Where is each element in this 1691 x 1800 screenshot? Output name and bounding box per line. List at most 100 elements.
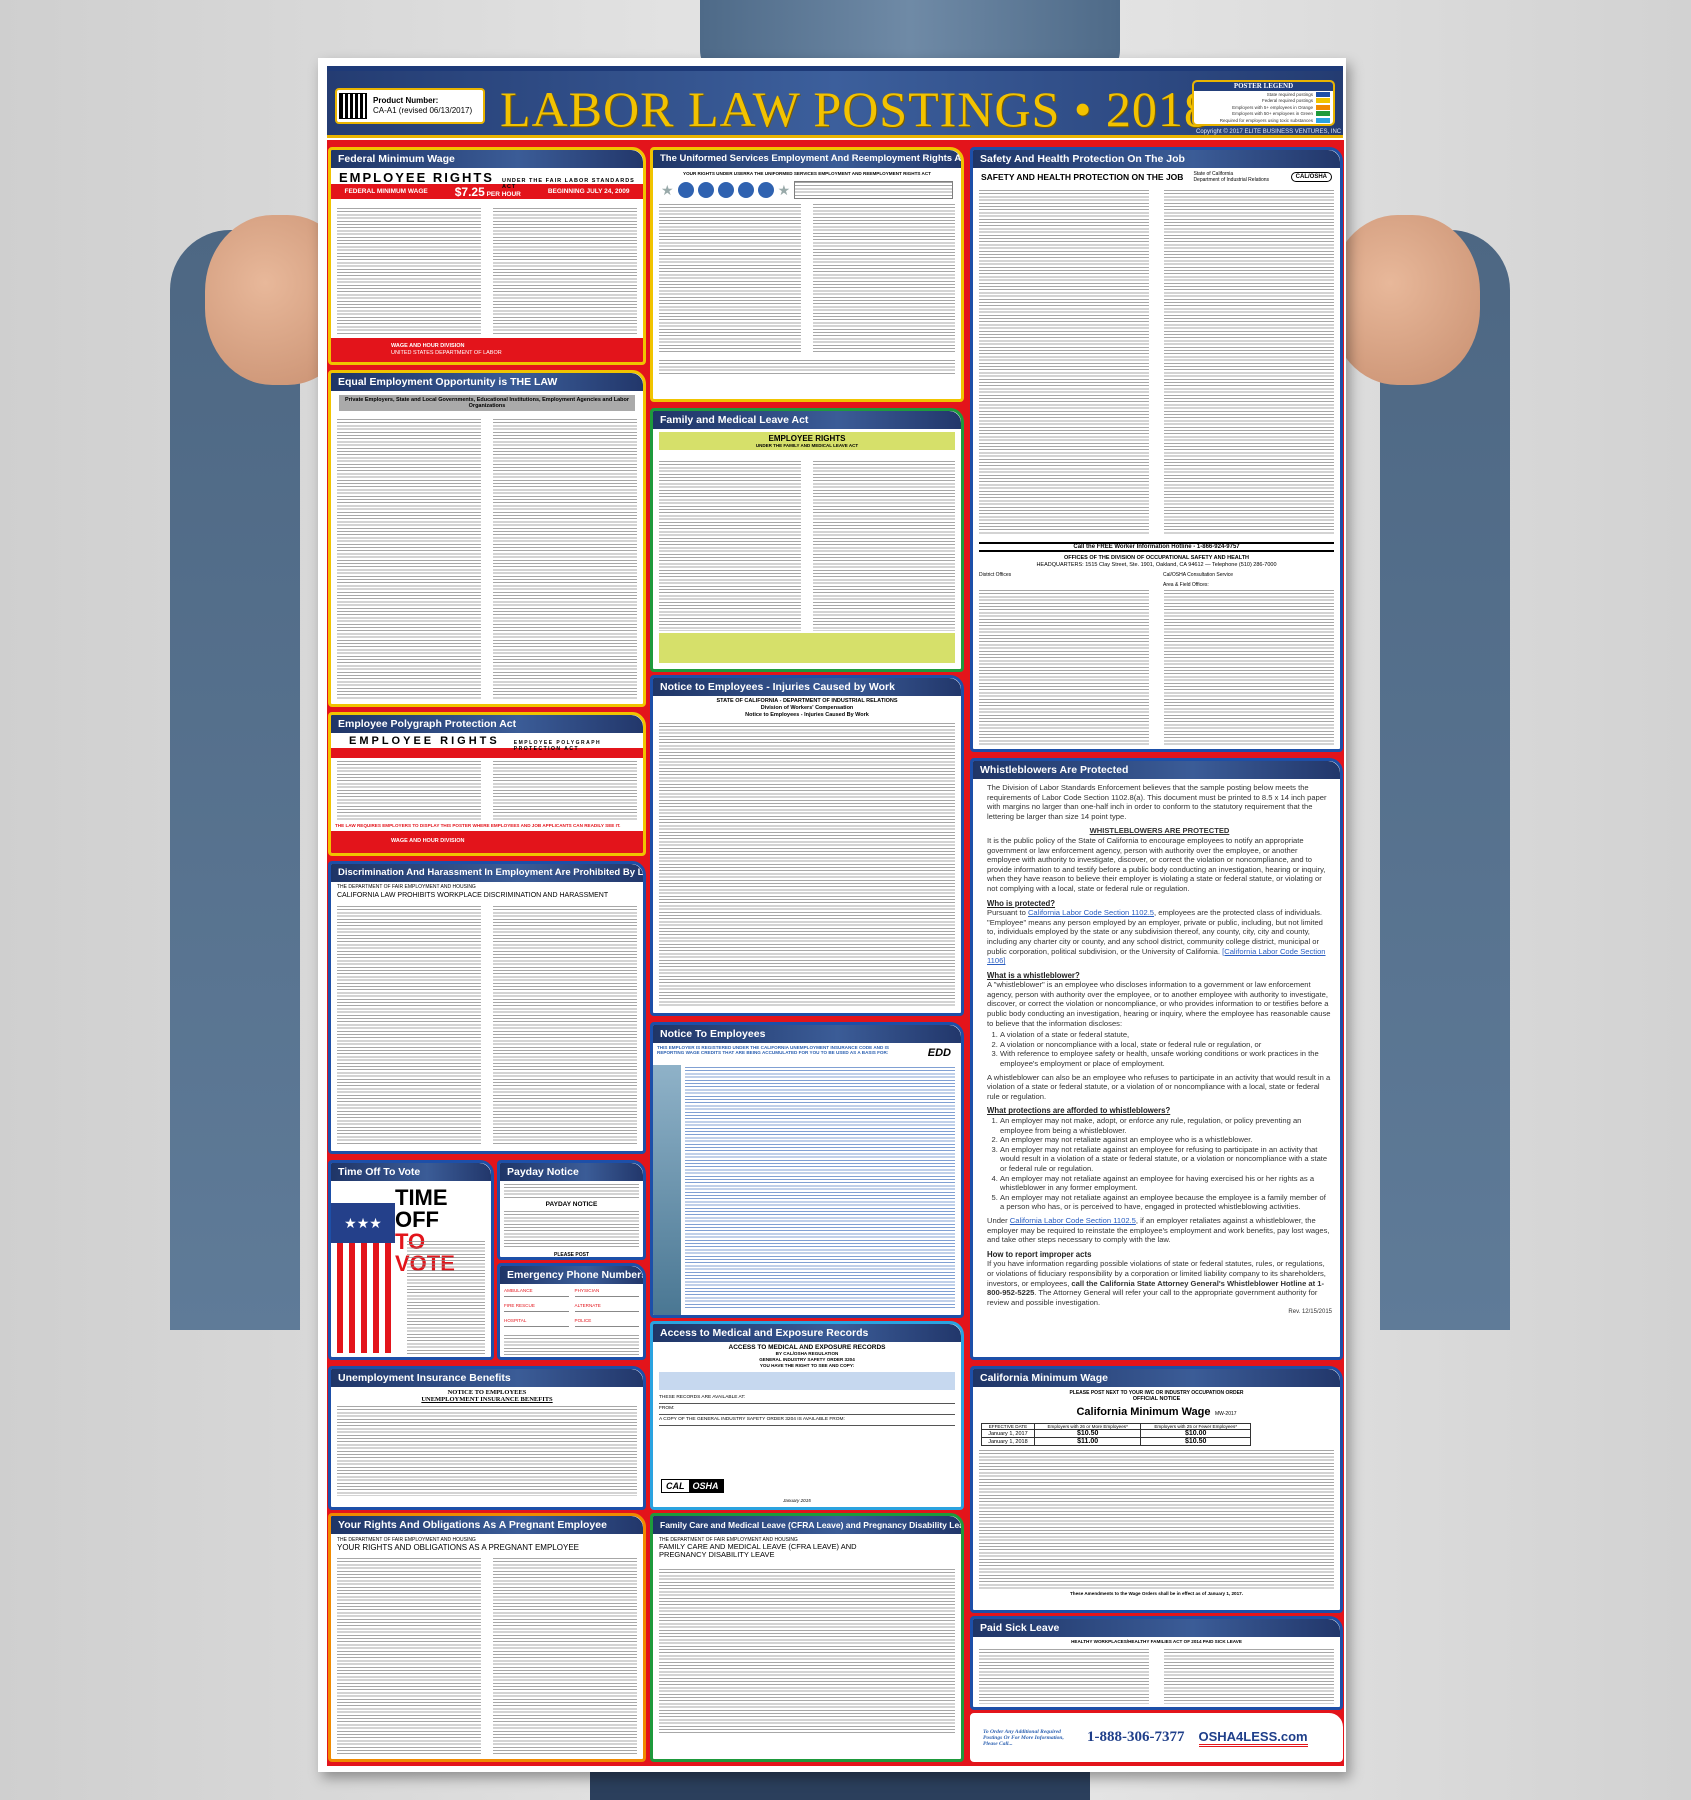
legend-item: Employers with 5+ employees in Orange [1194, 104, 1333, 111]
poster-legend: POSTER LEGEND State required postings Fed… [1192, 80, 1335, 126]
fine-print [979, 1649, 1334, 1704]
legend-swatch [1316, 111, 1330, 117]
list-item: An employer may not retaliate against an… [1000, 1193, 1332, 1212]
panel-discrimination: Discrimination And Harassment In Employm… [328, 861, 646, 1154]
panel-title: The Uniformed Services Employment And Re… [653, 150, 961, 168]
panel-polygraph: Employee Polygraph Protection Act EMPLOY… [328, 712, 646, 856]
panel-title: Family Care and Medical Leave (CFRA Leav… [653, 1516, 961, 1534]
product-label: Product Number: [373, 96, 439, 105]
osha4less-logo[interactable]: OSHA4LESS.com [1198, 1729, 1308, 1747]
wage-bar: FEDERAL MINIMUM WAGE $7.25 PER HOUR BEGI… [331, 184, 643, 199]
office-list [979, 590, 1334, 745]
product-number: CA-A1 (revised 06/13/2017) [373, 106, 473, 115]
panel-fmla: Family and Medical Leave Act EMPLOYEE RI… [650, 408, 964, 672]
headquarters: HEADQUARTERS: 1515 Clay Street, Ste. 190… [1036, 562, 1277, 568]
panel-medical-records: Access to Medical and Exposure Records A… [650, 1321, 964, 1510]
edd-logo: EDD [927, 1047, 951, 1059]
heading: EMPLOYEE RIGHTS [768, 434, 846, 443]
panel-notice-to-employees: Notice To Employees THIS EMPLOYER IS REG… [650, 1022, 964, 1318]
subheading: UNDER THE FAIR LABOR STANDARDS ACT [501, 178, 635, 190]
protections-heading: What protections are afforded to whistle… [987, 1106, 1171, 1116]
panel-time-off-to-vote: Time Off To Vote ★★★ TIME OFF TO VOTE [328, 1160, 494, 1360]
emergency-field[interactable]: AMBULANCE [504, 1288, 569, 1297]
field-location: THESE RECORDS ARE AVAILABLE AT: [659, 1393, 955, 1404]
state: State of California [1193, 171, 1234, 177]
panel-injuries: Notice to Employees - Injuries Caused by… [650, 675, 964, 1016]
panel-order-footer: To Order Any Additional Required Posting… [970, 1713, 1343, 1762]
panel-safety-health: Safety And Health Protection On The Job … [970, 147, 1343, 752]
cal-osha-logo: CAL/OSHA [1290, 172, 1332, 182]
table-cell: $11.00 [1033, 1437, 1142, 1446]
legend-item: State required postings [1194, 91, 1333, 98]
heading: EMPLOYEE RIGHTS [339, 170, 494, 185]
table-header: EFFECTIVE DATE [981, 1423, 1035, 1430]
display-notice: THE LAW REQUIRES EMPLOYERS TO DISPLAY TH… [335, 823, 621, 828]
emergency-field[interactable]: HOSPITAL [504, 1318, 569, 1327]
heading: FAMILY CARE AND MEDICAL LEAVE (CFRA LEAV… [659, 1542, 857, 1559]
table-cell: $10.50 [1033, 1429, 1142, 1438]
heading: PAYDAY NOTICE [545, 1201, 598, 1208]
report-heading: How to report improper acts [987, 1249, 1092, 1259]
panel-emergency-numbers: Emergency Phone Numbers AMBULANCE PHYSICI… [497, 1263, 646, 1360]
hotline: call the California State Attorney Gener… [987, 1278, 1325, 1298]
what-body: A "whistleblower" is an employee who dis… [987, 980, 1331, 1028]
line-1: STATE OF CALIFORNIA - DEPARTMENT OF INDU… [716, 698, 898, 704]
legend-swatch [1316, 104, 1330, 110]
copyright: Copyright © 2017 ELITE BUSINESS VENTURES… [1196, 129, 1342, 135]
policy: It is the public policy of the State of … [987, 835, 1326, 893]
heading: THIS EMPLOYER IS REGISTERED UNDER THE CA… [657, 1045, 889, 1055]
heading: ACCESS TO MEDICAL AND EXPOSURE RECORDS [728, 1344, 886, 1351]
field-from: FROM: [659, 1404, 955, 1415]
emergency-field[interactable]: PHYSICIAN [574, 1288, 639, 1297]
field-copy: A COPY OF THE GENERAL INDUSTRY SAFETY OR… [659, 1415, 955, 1426]
table-cell: January 1, 2018 [981, 1437, 1035, 1446]
legend-label: Employers with 5+ employees in Orange [1232, 104, 1313, 110]
who-heading: Who is protected? [987, 898, 1056, 908]
date: January 2015 [783, 1498, 811, 1503]
list-item: A violation of a state or federal statut… [1000, 1030, 1332, 1040]
ballot-box-icon: ★★★ [331, 1203, 395, 1353]
official-notice: OFFICIAL NOTICE [1132, 1396, 1181, 1402]
emergency-field[interactable]: ALTERNATE [574, 1303, 639, 1312]
labor-code-link[interactable]: California Labor Code Section 1102.5 [1027, 908, 1155, 918]
heading: CALIFORNIA LAW PROHIBITS WORKPLACE DISCR… [337, 892, 609, 899]
fmla-footer [659, 633, 955, 663]
list-item: An employer may not retaliate against an… [1000, 1145, 1332, 1174]
heading: WHISTLEBLOWERS ARE PROTECTED [1089, 826, 1230, 836]
intro: The Division of Labor Standards Enforcem… [987, 783, 1327, 821]
line-2: GENERAL INDUSTRY SAFETY ORDER 3204 [759, 1357, 855, 1362]
panel-title: Paid Sick Leave [973, 1619, 1340, 1637]
panel-title: Employee Polygraph Protection Act [331, 715, 643, 733]
dept: Department of Industrial Relations [1193, 177, 1270, 183]
order-phone[interactable]: 1-888-306-7377 [1087, 1729, 1185, 1745]
fine-print [659, 204, 955, 354]
legend-item: Federal required postings [1194, 98, 1333, 105]
panel-userra: The Uniformed Services Employment And Re… [650, 147, 964, 402]
panel-title: Whistleblowers Are Protected [973, 761, 1340, 779]
legend-label: Required for employers using toxic subst… [1219, 117, 1313, 123]
eeo-subtitle: Private Employers, State and Local Gover… [339, 395, 635, 411]
emergency-field[interactable]: FIRE RESCUE [504, 1303, 569, 1312]
heading: EMPLOYEE RIGHTS [349, 735, 500, 747]
panel-title: California Minimum Wage [973, 1369, 1340, 1387]
hotline: Call the FREE Worker Information Hotline… [979, 542, 1334, 552]
legend-label: Employers with 50+ employees in Green [1232, 111, 1313, 117]
panel-title: Notice to Employees - Injuries Caused by… [653, 678, 961, 696]
panel-title: Equal Employment Opportunity is THE LAW [331, 373, 643, 391]
fine-print [979, 190, 1334, 535]
beginning-date: BEGINNING JULY 24, 2009 [547, 188, 630, 195]
side-photo [653, 1065, 681, 1315]
legend-label: Federal required postings [1261, 98, 1313, 104]
fine-print [337, 208, 637, 336]
labor-code-1106-link[interactable]: [California Labor Code Section 1106] [987, 946, 1326, 966]
labor-code-link-2[interactable]: California Labor Code Section 1102.5 [1009, 1215, 1136, 1225]
panel-title: Your Rights And Obligations As A Pregnan… [331, 1516, 643, 1534]
legend-item: Employers with 50+ employees in Green [1194, 111, 1333, 118]
fine-print [685, 1067, 955, 1309]
heading: YOUR RIGHTS UNDER USERRA THE UNIFORMED S… [683, 171, 931, 176]
area-offices: Area & Field Offices: [1163, 582, 1209, 588]
panel-title: Time Off To Vote [331, 1163, 491, 1181]
panel-cfra: Family Care and Medical Leave (CFRA Leav… [650, 1513, 964, 1762]
emergency-field[interactable]: POLICE [574, 1318, 639, 1327]
offices: OFFICES OF THE DIVISION OF OCCUPATIONAL … [1063, 555, 1250, 561]
